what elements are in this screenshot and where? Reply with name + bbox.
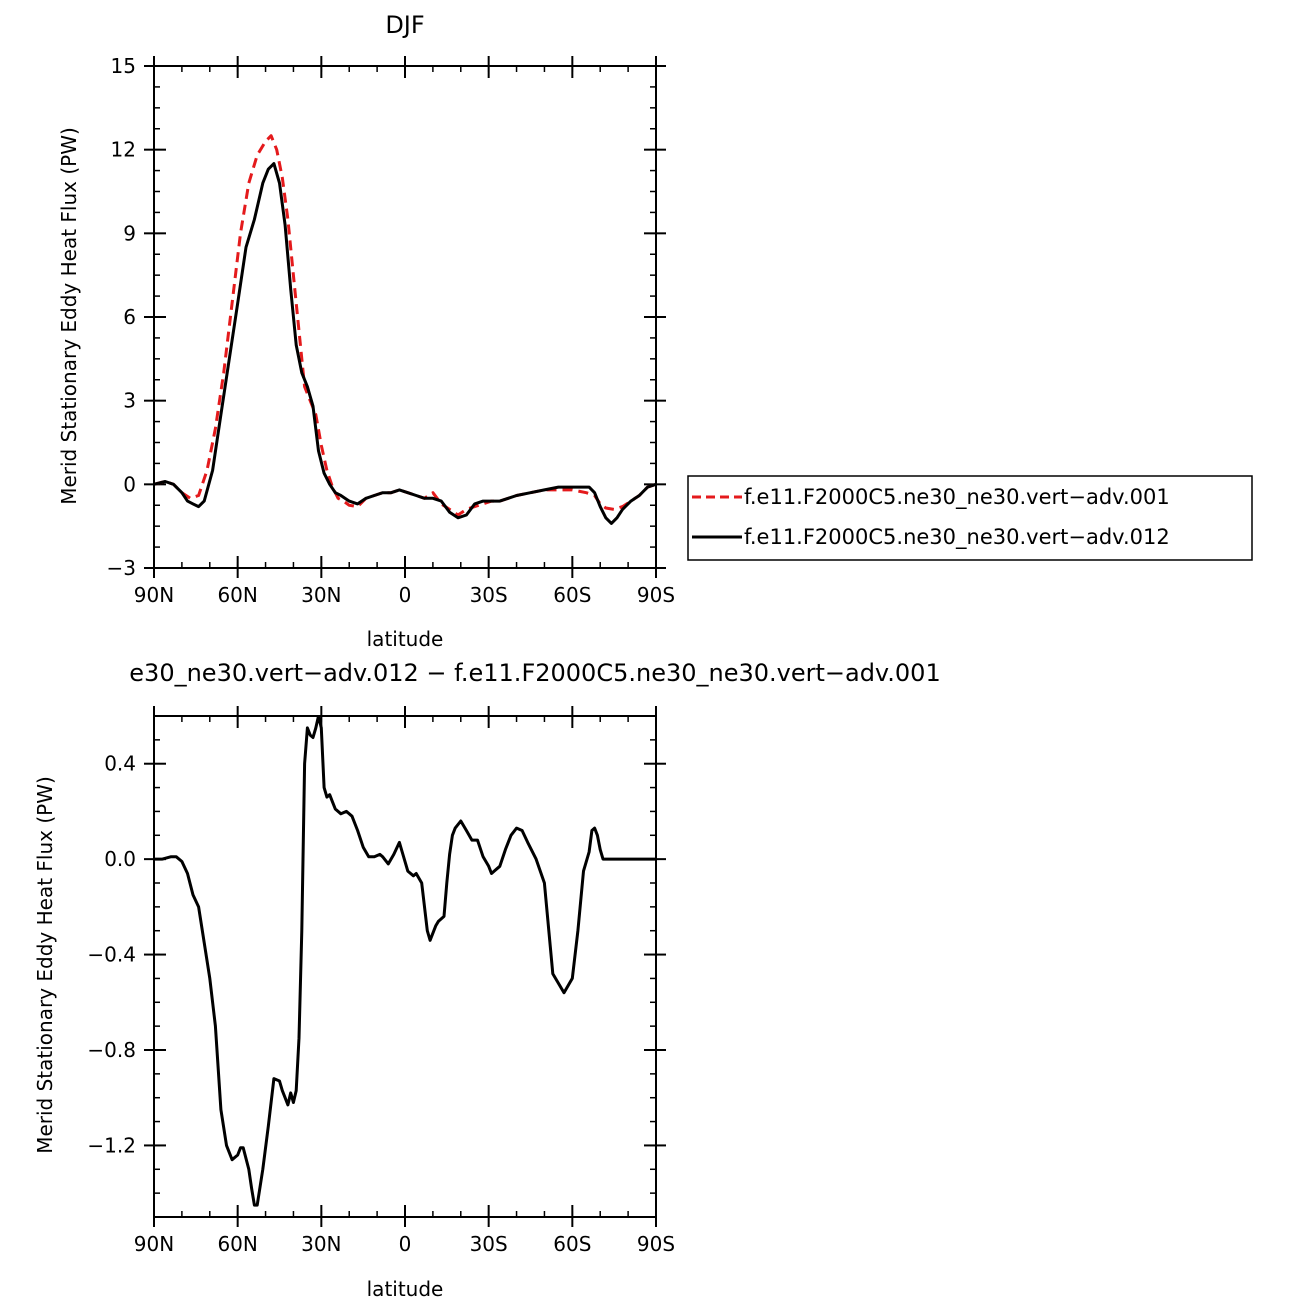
top-chart-x-tick-label: 90N — [134, 583, 174, 607]
bottom-chart-y-tick-label: −1.2 — [87, 1133, 136, 1157]
legend-entry-series-1: f.e11.F2000C5.ne30_ne30.vert−adv.001 — [744, 485, 1170, 510]
top-chart-y-tick-label: −3 — [107, 556, 136, 580]
bottom-chart-y-tick-label: −0.8 — [87, 1038, 136, 1062]
legend-entry-series-2: f.e11.F2000C5.ne30_ne30.vert−adv.012 — [744, 525, 1170, 550]
top-chart-x-tick-label: 60N — [217, 583, 257, 607]
top-chart-x-tick-label: 60S — [553, 583, 591, 607]
top-chart-series-line-2 — [154, 162, 656, 525]
bottom-chart-x-tick-label: 90S — [637, 1232, 675, 1256]
bottom-chart-y-tick-label: 0.4 — [104, 752, 136, 776]
top-chart-title: DJF — [385, 11, 424, 39]
top-chart-y-tick-label: 9 — [123, 221, 136, 245]
bottom-chart-axes: 90N 60N 30N 0 30S 60S 90S 0.4 0.0 −0.4 −0.8 −1.2 — [87, 706, 675, 1256]
legend-box — [687, 475, 1253, 561]
top-chart-axes: 90N 60N 30N 0 30S 60S 90S 15 12 9 6 3 0 −3 — [107, 54, 676, 607]
bottom-chart-x-tick-label: 60N — [217, 1232, 257, 1256]
top-chart-x-tick-label: 0 — [399, 583, 412, 607]
top-chart-y-axis-label: Merid Stationary Eddy Heat Flux (PW) — [57, 127, 81, 505]
bottom-chart-series-line-1 — [154, 716, 656, 1207]
bottom-chart-lines — [154, 716, 656, 1207]
bottom-chart-x-tick-label: 60S — [553, 1232, 591, 1256]
top-chart-legend: f.e11.F2000C5.ne30_ne30.vert−adv.001 f.e… — [687, 475, 1253, 561]
bottom-chart-y-tick-label: −0.4 — [87, 943, 136, 967]
top-chart-y-tick-label: 12 — [111, 138, 136, 162]
bottom-chart-x-tick-label: 0 — [399, 1232, 412, 1256]
bottom-chart-x-axis-label: latitude — [367, 1277, 444, 1301]
top-chart-x-axis-label: latitude — [367, 627, 444, 651]
top-chart-y-tick-label: 15 — [111, 54, 136, 78]
bottom-chart-title: e30_ne30.vert−adv.012 − f.e11.F2000C5.ne… — [129, 659, 940, 687]
top-chart-frame — [153, 65, 657, 569]
bottom-chart-y-tick-label: 0.0 — [104, 847, 136, 871]
top-chart-x-tick-label: 90S — [637, 583, 675, 607]
bottom-chart-y-axis-label: Merid Stationary Eddy Heat Flux (PW) — [33, 776, 57, 1154]
top-chart-x-tick-label: 30S — [470, 583, 508, 607]
top-chart-series-line-1 — [154, 134, 656, 517]
bottom-chart-frame — [153, 715, 657, 1218]
bottom-chart-x-tick-label: 90N — [134, 1232, 174, 1256]
top-chart-y-tick-label: 6 — [123, 305, 136, 329]
top-chart-x-tick-label: 30N — [301, 583, 341, 607]
top-chart-y-tick-label: 0 — [123, 472, 136, 496]
top-chart-y-tick-label: 3 — [123, 389, 136, 413]
top-chart-lines — [154, 134, 656, 525]
bottom-chart-x-tick-label: 30S — [470, 1232, 508, 1256]
top-chart-panel: DJF Merid Stationary Eddy Heat Flux (PW)… — [57, 11, 675, 651]
bottom-chart-panel: e30_ne30.vert−adv.012 − f.e11.F2000C5.ne… — [33, 659, 941, 1301]
bottom-chart-x-tick-label: 30N — [301, 1232, 341, 1256]
